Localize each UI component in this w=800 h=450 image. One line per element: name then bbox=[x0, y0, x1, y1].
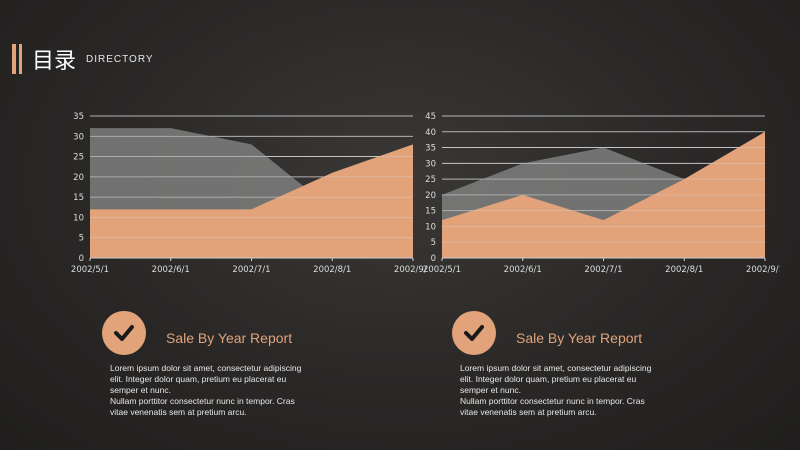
x-tick-label: 2002/5/1 bbox=[423, 265, 461, 275]
x-tick-label: 2002/8/1 bbox=[665, 265, 703, 275]
y-tick-label: 30 bbox=[73, 132, 84, 142]
y-tick-label: 5 bbox=[431, 238, 436, 248]
x-tick-label: 2002/8/1 bbox=[313, 265, 351, 275]
area-chart-right: 0 5 10 15 20 25 30 35 40 45 2002/5/1 2002/6/1 2002/7… bbox=[423, 112, 780, 275]
card-text-line: elit. Integer dolor quam, pretium eu pla… bbox=[110, 374, 287, 384]
card-text-line: elit. Integer dolor quam, pretium eu pla… bbox=[460, 374, 637, 384]
card-title: Sale By Year Report bbox=[166, 330, 293, 346]
check-icon bbox=[102, 311, 146, 355]
card-text-line: Lorem ipsum dolor sit amet, consectetur … bbox=[110, 363, 302, 373]
header-accent-bar bbox=[12, 44, 16, 74]
check-icon bbox=[452, 311, 496, 355]
page-title: 目录 bbox=[32, 49, 77, 74]
x-tick-label: 2002/5/1 bbox=[71, 265, 109, 275]
y-tick-label: 15 bbox=[73, 193, 84, 203]
y-tick-label: 35 bbox=[73, 112, 84, 122]
area-chart-left: 0 5 10 15 20 25 30 35 2002/5/1 2002/6/1 2002/7/1 20… bbox=[71, 112, 428, 275]
card-text-line: vitae venenatis sem at pretium arcu. bbox=[460, 407, 597, 417]
card-text-line: Lorem ipsum dolor sit amet, consectetur … bbox=[460, 363, 652, 373]
card-text-line: Nullam porttitor consectetur nunc in tem… bbox=[110, 396, 295, 406]
x-tick-label: 2002/6/1 bbox=[504, 265, 542, 275]
x-tick-label: 2002/9/1 bbox=[394, 265, 428, 275]
y-tick-label: 25 bbox=[425, 175, 436, 185]
y-tick-label: 10 bbox=[73, 213, 84, 223]
card-text-line: vitae venenatis sem at pretium arcu. bbox=[110, 407, 247, 417]
y-tick-label: 0 bbox=[431, 254, 436, 264]
card-title: Sale By Year Report bbox=[516, 330, 643, 346]
card-text: Lorem ipsum dolor sit amet, consectetur … bbox=[110, 363, 360, 418]
y-tick-label: 35 bbox=[425, 144, 436, 154]
x-tick-label: 2002/7/1 bbox=[584, 265, 622, 275]
y-tick-label: 0 bbox=[79, 254, 84, 264]
x-tick-label: 2002/7/1 bbox=[232, 265, 270, 275]
x-tick-label: 2002/9/1 bbox=[746, 265, 780, 275]
y-tick-label: 30 bbox=[425, 159, 436, 169]
header-accent-bar-thin bbox=[19, 44, 22, 74]
y-tick-label: 25 bbox=[73, 153, 84, 163]
y-tick-label: 20 bbox=[425, 191, 436, 201]
card-text-line: semper et nunc. bbox=[460, 385, 521, 395]
card-text-line: Nullam porttitor consectetur nunc in tem… bbox=[460, 396, 645, 406]
x-tick-label: 2002/6/1 bbox=[152, 265, 190, 275]
y-tick-label: 10 bbox=[425, 222, 436, 232]
y-tick-label: 40 bbox=[425, 128, 436, 138]
y-tick-label: 45 bbox=[425, 112, 436, 122]
y-tick-label: 15 bbox=[425, 207, 436, 217]
page-subtitle: DIRECTORY bbox=[86, 53, 154, 65]
y-tick-label: 20 bbox=[73, 173, 84, 183]
y-tick-label: 5 bbox=[79, 234, 84, 244]
header: 目录 DIRECTORY bbox=[12, 44, 154, 74]
card-text-line: semper et nunc. bbox=[110, 385, 171, 395]
area-series-orange bbox=[90, 144, 413, 258]
card-text: Lorem ipsum dolor sit amet, consectetur … bbox=[460, 363, 710, 418]
